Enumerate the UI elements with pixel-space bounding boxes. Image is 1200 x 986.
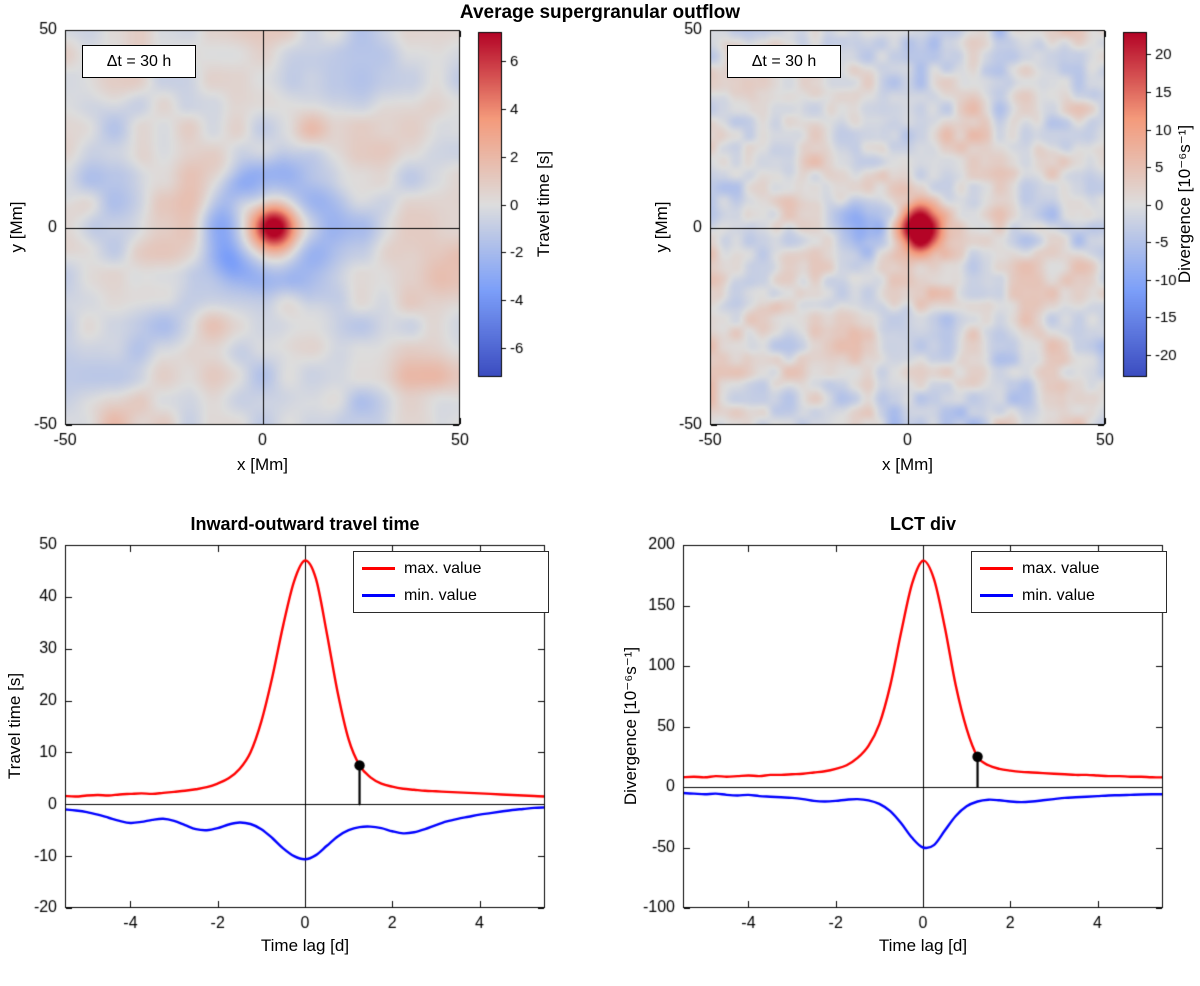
y-axis-label-map-right: y [Mm] — [652, 201, 671, 253]
legend-line-sample-min — [980, 594, 1013, 597]
x-axis-label-travel-chart: Time lag [d] — [260, 936, 350, 955]
legend-label-max-value: max. value — [404, 559, 482, 577]
figure-suptitle: Average supergranular outflow — [459, 2, 741, 23]
title-lct-div-chart: LCT div — [890, 514, 956, 534]
legend-line-sample-min — [362, 594, 395, 597]
legend-label-max-value: max. value — [1022, 559, 1100, 577]
legend-entry-min-value: min. value — [362, 585, 540, 606]
legend-lct-chart: max. value min. value — [971, 551, 1167, 613]
y-axis-label-travel-chart: Travel time [s] — [5, 672, 24, 780]
legend-label-min-value: min. value — [1022, 586, 1095, 604]
x-axis-label-map-right: x [Mm] — [882, 455, 933, 474]
x-axis-label-lct-chart: Time lag [d] — [878, 936, 968, 955]
legend-label-min-value: min. value — [404, 586, 477, 604]
delta-t-annotation-right: Δt = 30 h — [727, 45, 841, 78]
y-axis-label-lct-chart: Divergence [10⁻⁶s⁻¹] — [621, 646, 640, 806]
legend-entry-min-value: min. value — [980, 585, 1158, 606]
legend-line-sample-max — [362, 567, 395, 570]
legend-line-sample-max — [980, 567, 1013, 570]
legend-entry-max-value: max. value — [980, 558, 1158, 579]
delta-t-annotation-left: Δt = 30 h — [82, 45, 196, 78]
y-axis-label-map-left: y [Mm] — [7, 201, 26, 253]
colorbar-label-left: Travel time [s] — [534, 150, 553, 258]
legend-travel-chart: max. value min. value — [353, 551, 549, 613]
title-travel-time-chart: Inward-outward travel time — [190, 514, 420, 534]
legend-entry-max-value: max. value — [362, 558, 540, 579]
x-axis-label-map-left: x [Mm] — [237, 455, 288, 474]
colorbar-label-right: Divergence [10⁻⁶s⁻¹] — [1175, 124, 1194, 284]
